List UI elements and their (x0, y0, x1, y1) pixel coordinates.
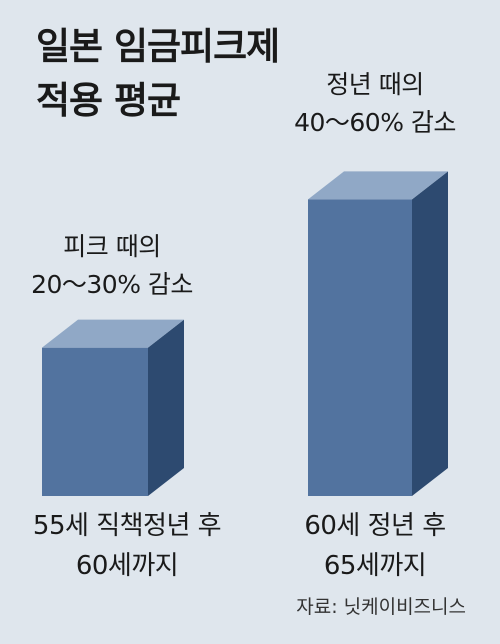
category-label-1-line-2: 60세까지 (75, 551, 179, 581)
bar-annotation-1-line-2: 20～30% 감소 (31, 270, 193, 299)
category-label-1-line-1: 55세 직책정년 후 (32, 511, 222, 541)
bar-1-top (42, 319, 184, 348)
bar-annotation-2: 정년 때의 40～60% 감소 (270, 66, 480, 142)
chart-title-line-1: 일본 임금피크제 (36, 25, 280, 68)
bar-2 (308, 171, 448, 497)
bar-2-front (308, 199, 412, 497)
chart-title-line-2: 적용 평균 (36, 79, 181, 122)
category-label-2: 60세 정년 후 65세까지 (270, 506, 480, 586)
chart-title: 일본 임금피크제 적용 평균 (36, 20, 280, 128)
bar-2-top (308, 171, 448, 200)
source-note: 자료: 닛케이비즈니스 (296, 596, 466, 618)
bar-annotation-1-line-1: 피크 때의 (63, 232, 161, 261)
bar-1 (42, 319, 184, 496)
category-label-2-line-2: 65세까지 (323, 551, 427, 581)
bar-annotation-2-line-1: 정년 때의 (326, 70, 424, 99)
bar-annotation-2-line-2: 40～60% 감소 (294, 108, 456, 137)
category-label-1: 55세 직책정년 후 60세까지 (4, 506, 250, 586)
bar-1-front (42, 347, 148, 496)
bar-1-side (148, 319, 184, 496)
bar-annotation-1: 피크 때의 20～30% 감소 (2, 228, 222, 304)
bar-2-side (412, 171, 448, 497)
category-label-2-line-1: 60세 정년 후 (304, 511, 446, 541)
